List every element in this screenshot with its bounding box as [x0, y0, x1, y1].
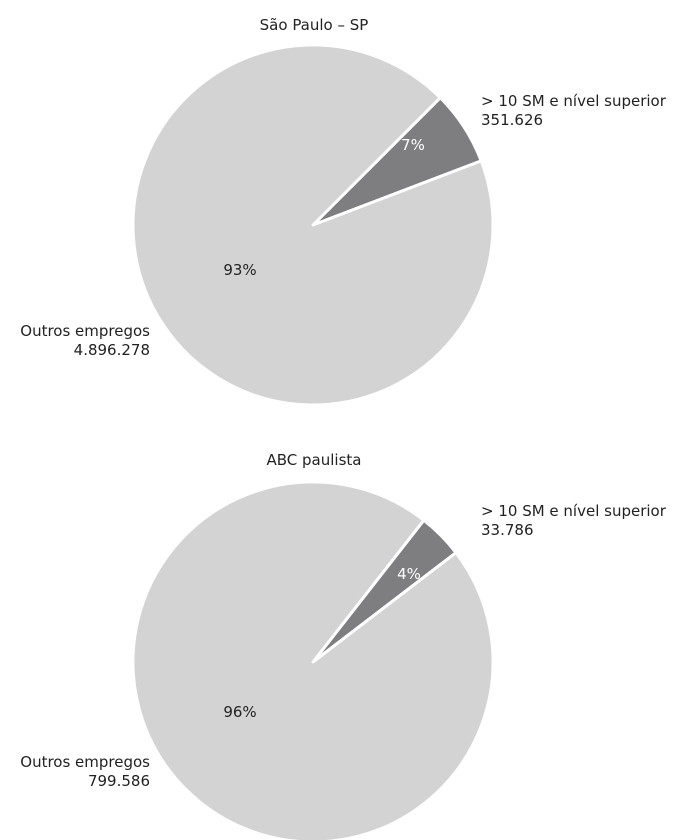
large-slice-label: Outros empregos 4.896.278	[20, 322, 150, 360]
pie-chart-sao-paulo: São Paulo – SP > 10 SM e nível superior …	[20, 16, 666, 407]
small-slice-category: > 10 SM e nível superior	[481, 502, 666, 520]
pie-slice-large	[131, 480, 495, 840]
pie-slice-large	[131, 43, 495, 407]
large-slice-percent: 96%	[223, 703, 257, 721]
small-slice-percent: 7%	[401, 136, 425, 154]
large-slice-percent: 93%	[223, 261, 257, 279]
small-slice-label: > 10 SM e nível superior 33.786	[481, 502, 666, 540]
large-slice-category: Outros empregos	[20, 753, 150, 771]
large-slice-label: Outros empregos 799.586	[20, 753, 150, 791]
pie-svg	[131, 43, 495, 407]
small-slice-percent: 4%	[397, 565, 421, 583]
chart-title: ABC paulista	[266, 451, 362, 469]
small-slice-value: 33.786	[481, 521, 534, 539]
small-slice-category: > 10 SM e nível superior	[481, 92, 666, 110]
small-slice-value: 351.626	[481, 111, 544, 129]
chart-title: São Paulo – SP	[259, 16, 369, 34]
pie-svg	[131, 480, 495, 840]
large-slice-category: Outros empregos	[20, 322, 150, 340]
small-slice-label: > 10 SM e nível superior 351.626	[481, 92, 666, 130]
pie-chart-abc-paulista: ABC paulista > 10 SM e nível superior 33…	[0, 420, 683, 840]
large-slice-value: 4.896.278	[73, 341, 150, 359]
large-slice-value: 799.586	[87, 772, 150, 790]
